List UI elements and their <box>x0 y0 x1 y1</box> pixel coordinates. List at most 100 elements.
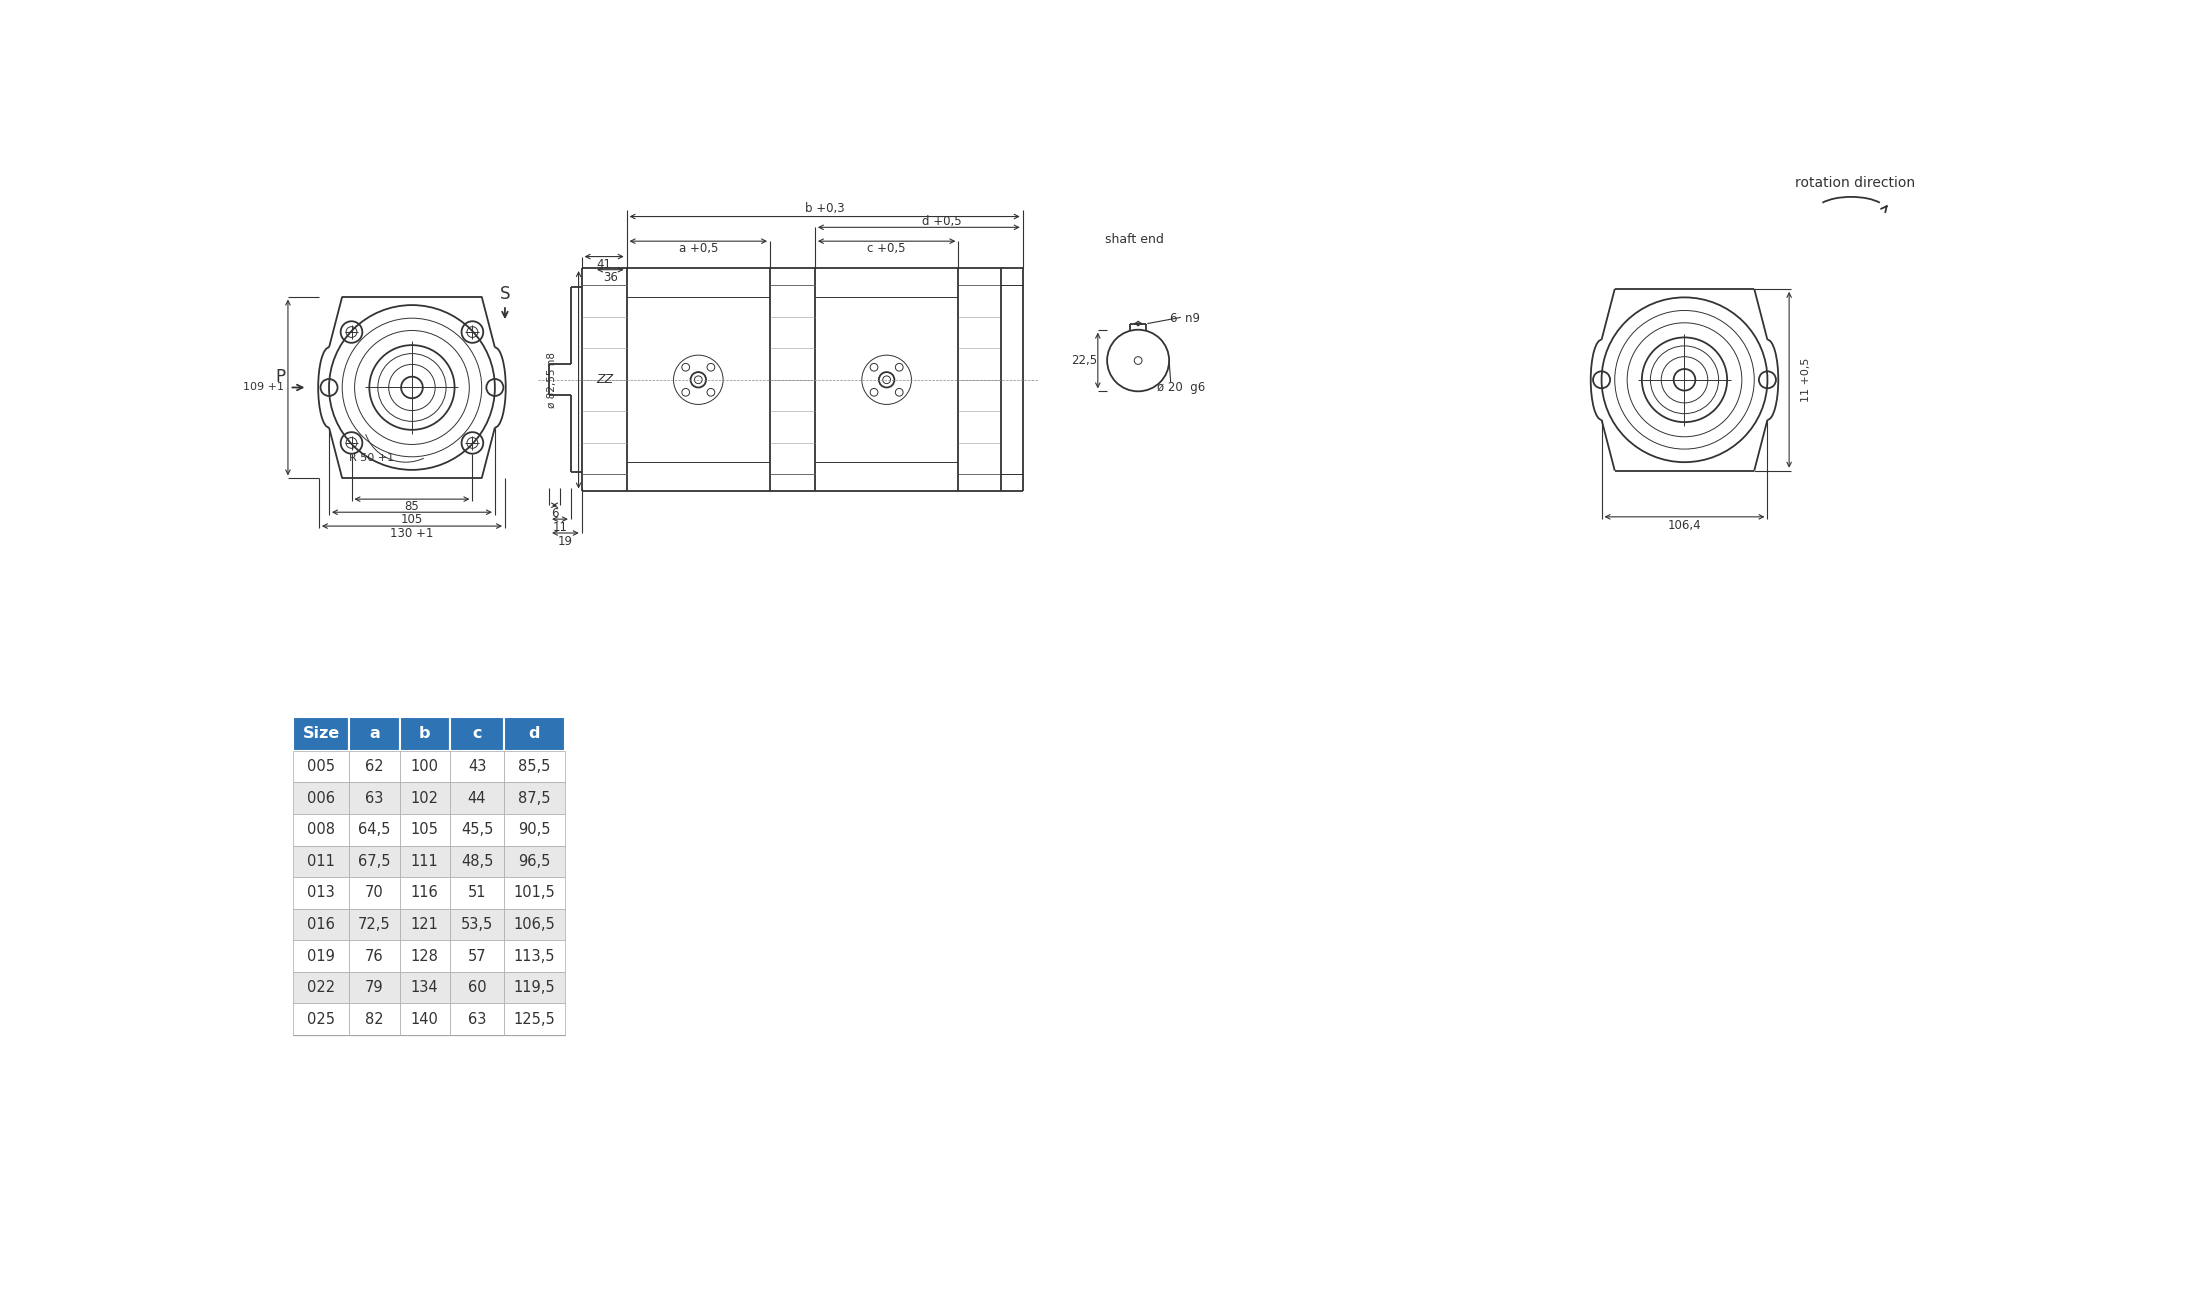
Text: 113,5: 113,5 <box>513 948 555 964</box>
Text: R 50 +1: R 50 +1 <box>349 454 395 463</box>
Text: 48,5: 48,5 <box>460 854 493 868</box>
Bar <box>399 909 449 940</box>
Text: b: b <box>419 726 430 742</box>
Text: 96,5: 96,5 <box>517 854 550 868</box>
Bar <box>349 940 399 971</box>
Bar <box>349 751 399 782</box>
Bar <box>349 717 399 751</box>
Text: 128: 128 <box>410 948 438 964</box>
Text: 79: 79 <box>366 981 384 995</box>
Text: 43: 43 <box>467 759 487 775</box>
Text: 116: 116 <box>410 885 438 901</box>
Bar <box>399 971 449 1004</box>
Text: 106,4: 106,4 <box>1668 519 1701 532</box>
Text: 45,5: 45,5 <box>460 823 493 837</box>
Text: d +0,5: d +0,5 <box>923 215 962 228</box>
Text: 64,5: 64,5 <box>357 823 390 837</box>
Text: 022: 022 <box>307 981 335 995</box>
Text: 125,5: 125,5 <box>513 1012 555 1026</box>
Bar <box>504 909 566 940</box>
Text: 36: 36 <box>603 271 618 284</box>
Text: 6: 6 <box>550 507 559 520</box>
Text: 025: 025 <box>307 1012 335 1026</box>
Bar <box>504 751 566 782</box>
Text: 130 +1: 130 +1 <box>390 527 434 540</box>
Bar <box>449 878 504 909</box>
Bar <box>449 717 504 751</box>
Bar <box>504 814 566 845</box>
Text: 82: 82 <box>366 1012 384 1026</box>
Text: 11: 11 <box>552 522 568 535</box>
Bar <box>294 751 349 782</box>
Text: 63: 63 <box>366 790 384 806</box>
Bar <box>294 845 349 878</box>
Bar <box>399 878 449 909</box>
Bar <box>349 971 399 1004</box>
Text: 140: 140 <box>410 1012 438 1026</box>
Text: c +0,5: c +0,5 <box>868 243 905 256</box>
Text: ø 20  g6: ø 20 g6 <box>1157 381 1206 394</box>
Text: 119,5: 119,5 <box>513 981 555 995</box>
Text: ø 82,55 n8: ø 82,55 n8 <box>548 352 557 408</box>
Text: 101,5: 101,5 <box>513 885 555 901</box>
Bar <box>504 878 566 909</box>
Bar <box>349 909 399 940</box>
Bar <box>294 814 349 845</box>
Bar <box>349 845 399 878</box>
Text: d: d <box>528 726 539 742</box>
Bar <box>504 845 566 878</box>
Text: 44: 44 <box>467 790 487 806</box>
Text: 85: 85 <box>406 501 419 514</box>
Bar <box>399 845 449 878</box>
Bar <box>294 909 349 940</box>
Text: 90,5: 90,5 <box>517 823 550 837</box>
Bar <box>449 814 504 845</box>
Bar <box>399 940 449 971</box>
Bar <box>449 845 504 878</box>
Text: 41: 41 <box>596 258 612 271</box>
Bar <box>294 1004 349 1035</box>
Bar <box>349 782 399 814</box>
Circle shape <box>401 377 423 398</box>
Text: 70: 70 <box>366 885 384 901</box>
Text: 008: 008 <box>307 823 335 837</box>
Text: 85,5: 85,5 <box>517 759 550 775</box>
Bar <box>449 782 504 814</box>
Text: 63: 63 <box>467 1012 487 1026</box>
Bar <box>504 971 566 1004</box>
Text: 11 +0,5: 11 +0,5 <box>1802 357 1811 402</box>
Text: c: c <box>471 726 482 742</box>
Bar <box>294 878 349 909</box>
Bar <box>449 1004 504 1035</box>
Circle shape <box>1675 369 1694 391</box>
Text: 016: 016 <box>307 917 335 932</box>
Text: b +0,3: b +0,3 <box>804 202 844 215</box>
Text: rotation direction: rotation direction <box>1795 176 1916 190</box>
Bar <box>504 1004 566 1035</box>
Text: shaft end: shaft end <box>1105 233 1164 246</box>
Bar <box>504 940 566 971</box>
Text: a +0,5: a +0,5 <box>680 243 719 256</box>
Bar <box>449 751 504 782</box>
Bar <box>399 717 449 751</box>
Text: 76: 76 <box>366 948 384 964</box>
Text: 87,5: 87,5 <box>517 790 550 806</box>
Text: 006: 006 <box>307 790 335 806</box>
Text: 011: 011 <box>307 854 335 868</box>
Text: a: a <box>368 726 379 742</box>
Text: 005: 005 <box>307 759 335 775</box>
Text: 102: 102 <box>410 790 438 806</box>
Bar <box>399 1004 449 1035</box>
Bar <box>349 1004 399 1035</box>
Text: 60: 60 <box>467 981 487 995</box>
Text: 121: 121 <box>410 917 438 932</box>
Text: Size: Size <box>302 726 340 742</box>
Text: 72,5: 72,5 <box>357 917 390 932</box>
Bar <box>399 751 449 782</box>
Text: 013: 013 <box>307 885 335 901</box>
Text: 019: 019 <box>307 948 335 964</box>
Text: 57: 57 <box>467 948 487 964</box>
Text: 134: 134 <box>410 981 438 995</box>
Bar <box>349 878 399 909</box>
Bar <box>399 782 449 814</box>
